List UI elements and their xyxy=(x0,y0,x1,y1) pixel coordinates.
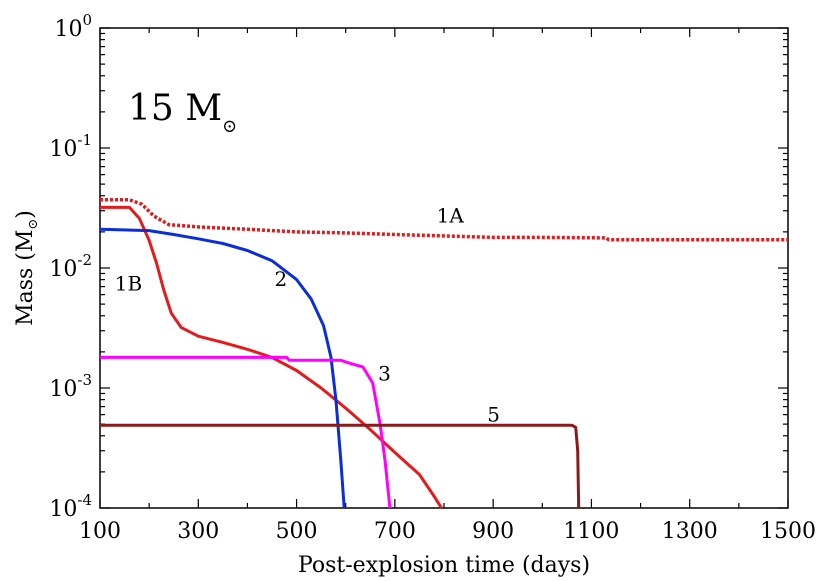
x-tick-labels: 100 300 500 700 900 1100 1300 1500 xyxy=(79,519,816,544)
y-tick-base: 10 xyxy=(49,377,77,402)
series-lines xyxy=(99,198,788,509)
y-tick-exponent: -2 xyxy=(77,251,92,269)
x-tick-label: 700 xyxy=(374,519,416,544)
axis-ticks xyxy=(99,27,789,509)
y-axis-label-prefix: Mass (M xyxy=(13,230,38,326)
y-tick-label: 10-1 xyxy=(49,131,92,162)
panel-title: 15 M⊙ xyxy=(128,88,237,137)
y-axis-label: Mass (M⊙) xyxy=(13,210,41,326)
series-label-1A: 1A xyxy=(437,203,465,227)
series-label-5: 5 xyxy=(487,403,500,427)
x-axis-label: Post-explosion time (days) xyxy=(298,553,590,578)
y-tick-label: 100 xyxy=(54,11,92,42)
series-line-5 xyxy=(100,423,581,509)
y-tick-labels: 10-410-310-210-1100 xyxy=(49,11,92,522)
series-line-1B xyxy=(100,205,443,509)
y-tick-label: 10-2 xyxy=(49,251,92,282)
panel-title-prefix: 15 M xyxy=(128,88,222,129)
series-label-2: 2 xyxy=(274,267,287,291)
y-axis-label-symbol: ⊙ xyxy=(26,219,41,230)
panel-title-symbol: ⊙ xyxy=(222,116,237,137)
y-tick-exponent: -3 xyxy=(77,371,92,389)
y-tick-label: 10-4 xyxy=(49,491,92,522)
y-axis-label-suffix: ) xyxy=(13,210,38,219)
y-tick-exponent: -4 xyxy=(77,491,92,509)
x-tick-label: 1500 xyxy=(760,519,816,544)
y-tick-base: 10 xyxy=(54,17,82,42)
x-tick-label: 300 xyxy=(177,519,219,544)
series-label-1B: 1B xyxy=(115,271,142,295)
y-tick-exponent: 0 xyxy=(82,11,92,29)
series-line-3 xyxy=(100,355,392,509)
y-tick-label: 10-3 xyxy=(49,371,92,402)
y-tick-exponent: -1 xyxy=(77,131,92,149)
y-tick-base: 10 xyxy=(49,257,77,282)
x-tick-label: 900 xyxy=(472,519,514,544)
x-tick-label: 100 xyxy=(79,519,121,544)
y-tick-base: 10 xyxy=(49,497,77,522)
series-labels: 1A 1B 2 3 5 xyxy=(115,203,500,426)
x-tick-label: 500 xyxy=(276,519,318,544)
y-tick-base: 10 xyxy=(49,137,77,162)
series-line-2 xyxy=(99,227,346,509)
x-tick-label: 1300 xyxy=(662,519,718,544)
series-label-3: 3 xyxy=(378,362,391,386)
x-tick-label: 1100 xyxy=(563,519,619,544)
series-line-1A xyxy=(100,198,788,242)
